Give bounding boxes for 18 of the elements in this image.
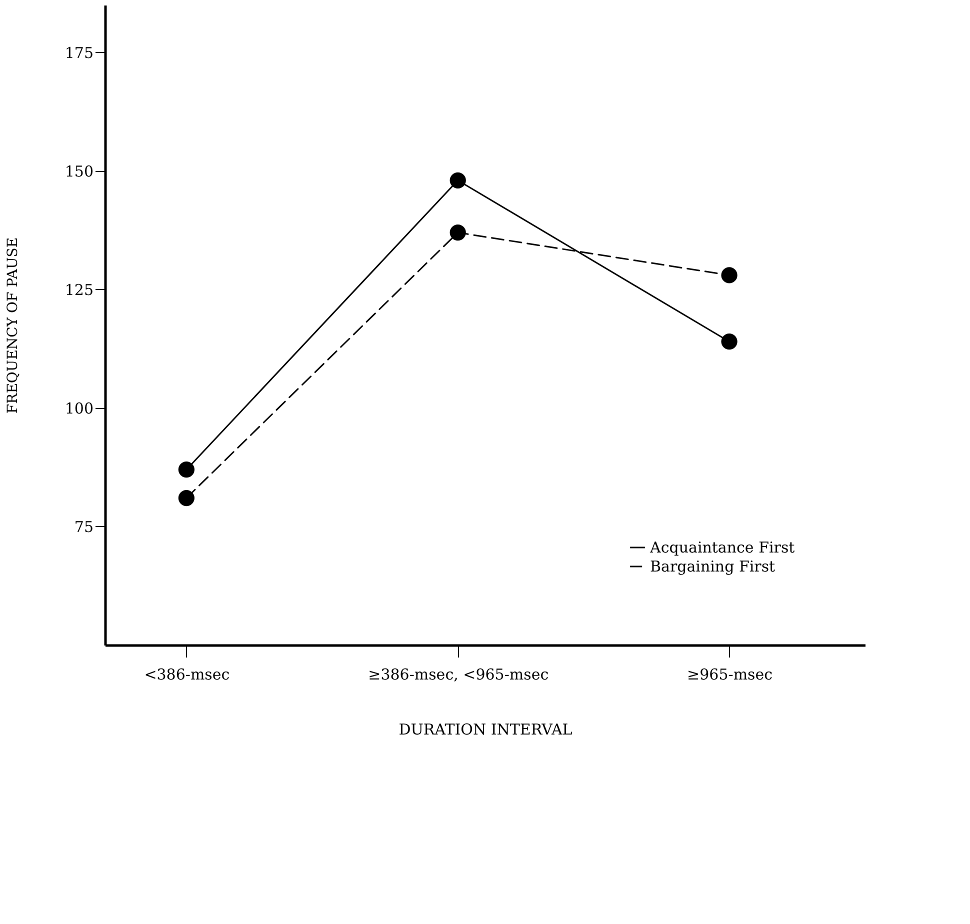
legend-label: Acquaintance First <box>649 538 795 556</box>
point <box>450 172 466 188</box>
x-axis-title: DURATION INTERVAL <box>398 720 572 738</box>
y-tick-label: 75 <box>74 518 94 536</box>
point <box>178 462 194 478</box>
legend-label: Bargaining First <box>650 558 776 576</box>
point <box>721 334 738 350</box>
x-tick-label: <386-msec <box>144 666 230 684</box>
point <box>450 224 466 241</box>
y-axis-title: FREQUENCY OF PAUSE <box>4 237 21 414</box>
y-tick-label: 150 <box>64 162 94 180</box>
x-tick-label: ≥386-msec, <965-msec <box>368 666 549 684</box>
point <box>721 267 738 284</box>
y-tick-label: 100 <box>64 399 94 418</box>
y-tick-label: 175 <box>64 44 94 62</box>
point <box>178 490 194 506</box>
y-tick-label: 125 <box>64 280 94 299</box>
x-tick-label: ≥965-msec <box>687 666 773 684</box>
